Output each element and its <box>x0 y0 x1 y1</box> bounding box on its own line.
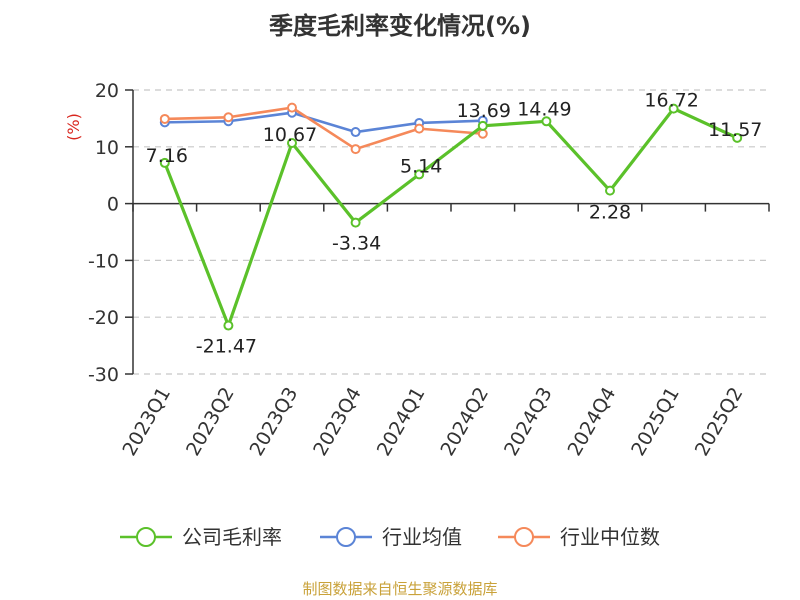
chart-title: 季度毛利率变化情况(%) <box>269 12 531 40</box>
data-label: 14.49 <box>517 98 571 120</box>
legend-swatch-marker <box>514 527 534 547</box>
x-tick-label: 2025Q1 <box>627 384 684 460</box>
series <box>159 102 743 331</box>
x-tick-label: 2024Q3 <box>500 384 557 460</box>
data-label: 5.14 <box>400 155 442 177</box>
y-axis-label: (%) <box>64 113 83 141</box>
data-point <box>223 112 234 123</box>
legend-label: 行业均值 <box>382 525 462 549</box>
data-label: -3.34 <box>332 233 381 255</box>
x-tick-label: 2025Q2 <box>691 384 748 460</box>
data-point <box>605 185 615 196</box>
legend-label: 公司毛利率 <box>182 525 282 549</box>
data-point <box>414 123 425 134</box>
legend-swatch-marker <box>136 527 156 547</box>
x-tick-label: 2024Q1 <box>373 384 430 460</box>
data-point <box>159 157 170 168</box>
y-tick-label: -10 <box>88 250 119 272</box>
x-tick-label: 2024Q2 <box>436 384 493 460</box>
legend: 公司毛利率 行业均值 行业中位数 <box>120 525 660 549</box>
y-tick-label: 20 <box>95 80 119 102</box>
data-point <box>350 127 361 138</box>
source-note: 制图数据来自恒生聚源数据库 <box>302 580 498 598</box>
series-line <box>164 111 483 134</box>
data-point <box>350 217 361 228</box>
y-tick-label: 10 <box>95 137 119 159</box>
x-tick-label: 2024Q4 <box>564 384 621 460</box>
legend-label: 行业中位数 <box>560 525 660 549</box>
data-point <box>668 103 679 114</box>
data-label: 13.69 <box>457 100 511 122</box>
data-point <box>159 113 170 124</box>
x-tick-label: 2023Q2 <box>182 384 239 460</box>
data-label: 10.67 <box>263 124 317 146</box>
x-tick-label: 2023Q4 <box>309 384 366 460</box>
data-point <box>477 128 488 139</box>
data-point <box>287 137 297 148</box>
data-point <box>223 320 234 331</box>
series-line <box>163 107 738 328</box>
legend-swatch-marker <box>336 527 356 547</box>
y-tick-label: -30 <box>88 364 119 386</box>
data-label: 16.72 <box>644 90 698 112</box>
axes: 20 10 0 -10 -20 -30 (%) 2023Q1 2023Q2 2023Q3 2023Q… <box>64 80 770 460</box>
data-point <box>477 120 488 131</box>
data-label: 7.16 <box>146 145 188 167</box>
x-tick-label: 2023Q1 <box>118 384 175 460</box>
y-tick-label: 0 <box>107 194 119 216</box>
y-tick-label: -20 <box>88 307 119 329</box>
data-label: -21.47 <box>196 336 257 358</box>
data-point <box>732 132 743 143</box>
data-point <box>414 169 425 180</box>
data-label: 2.28 <box>589 202 631 224</box>
data-labels: 7.16 -21.47 10.67 -3.34 5.14 13.69 14.49 2.28 16… <box>146 90 763 358</box>
data-label: 11.57 <box>708 119 762 141</box>
x-tick-label: 2023Q3 <box>246 384 303 460</box>
data-point <box>350 144 361 155</box>
grid-lines <box>133 89 769 375</box>
data-point <box>287 102 297 113</box>
data-point <box>541 116 552 127</box>
series-line <box>164 106 483 151</box>
